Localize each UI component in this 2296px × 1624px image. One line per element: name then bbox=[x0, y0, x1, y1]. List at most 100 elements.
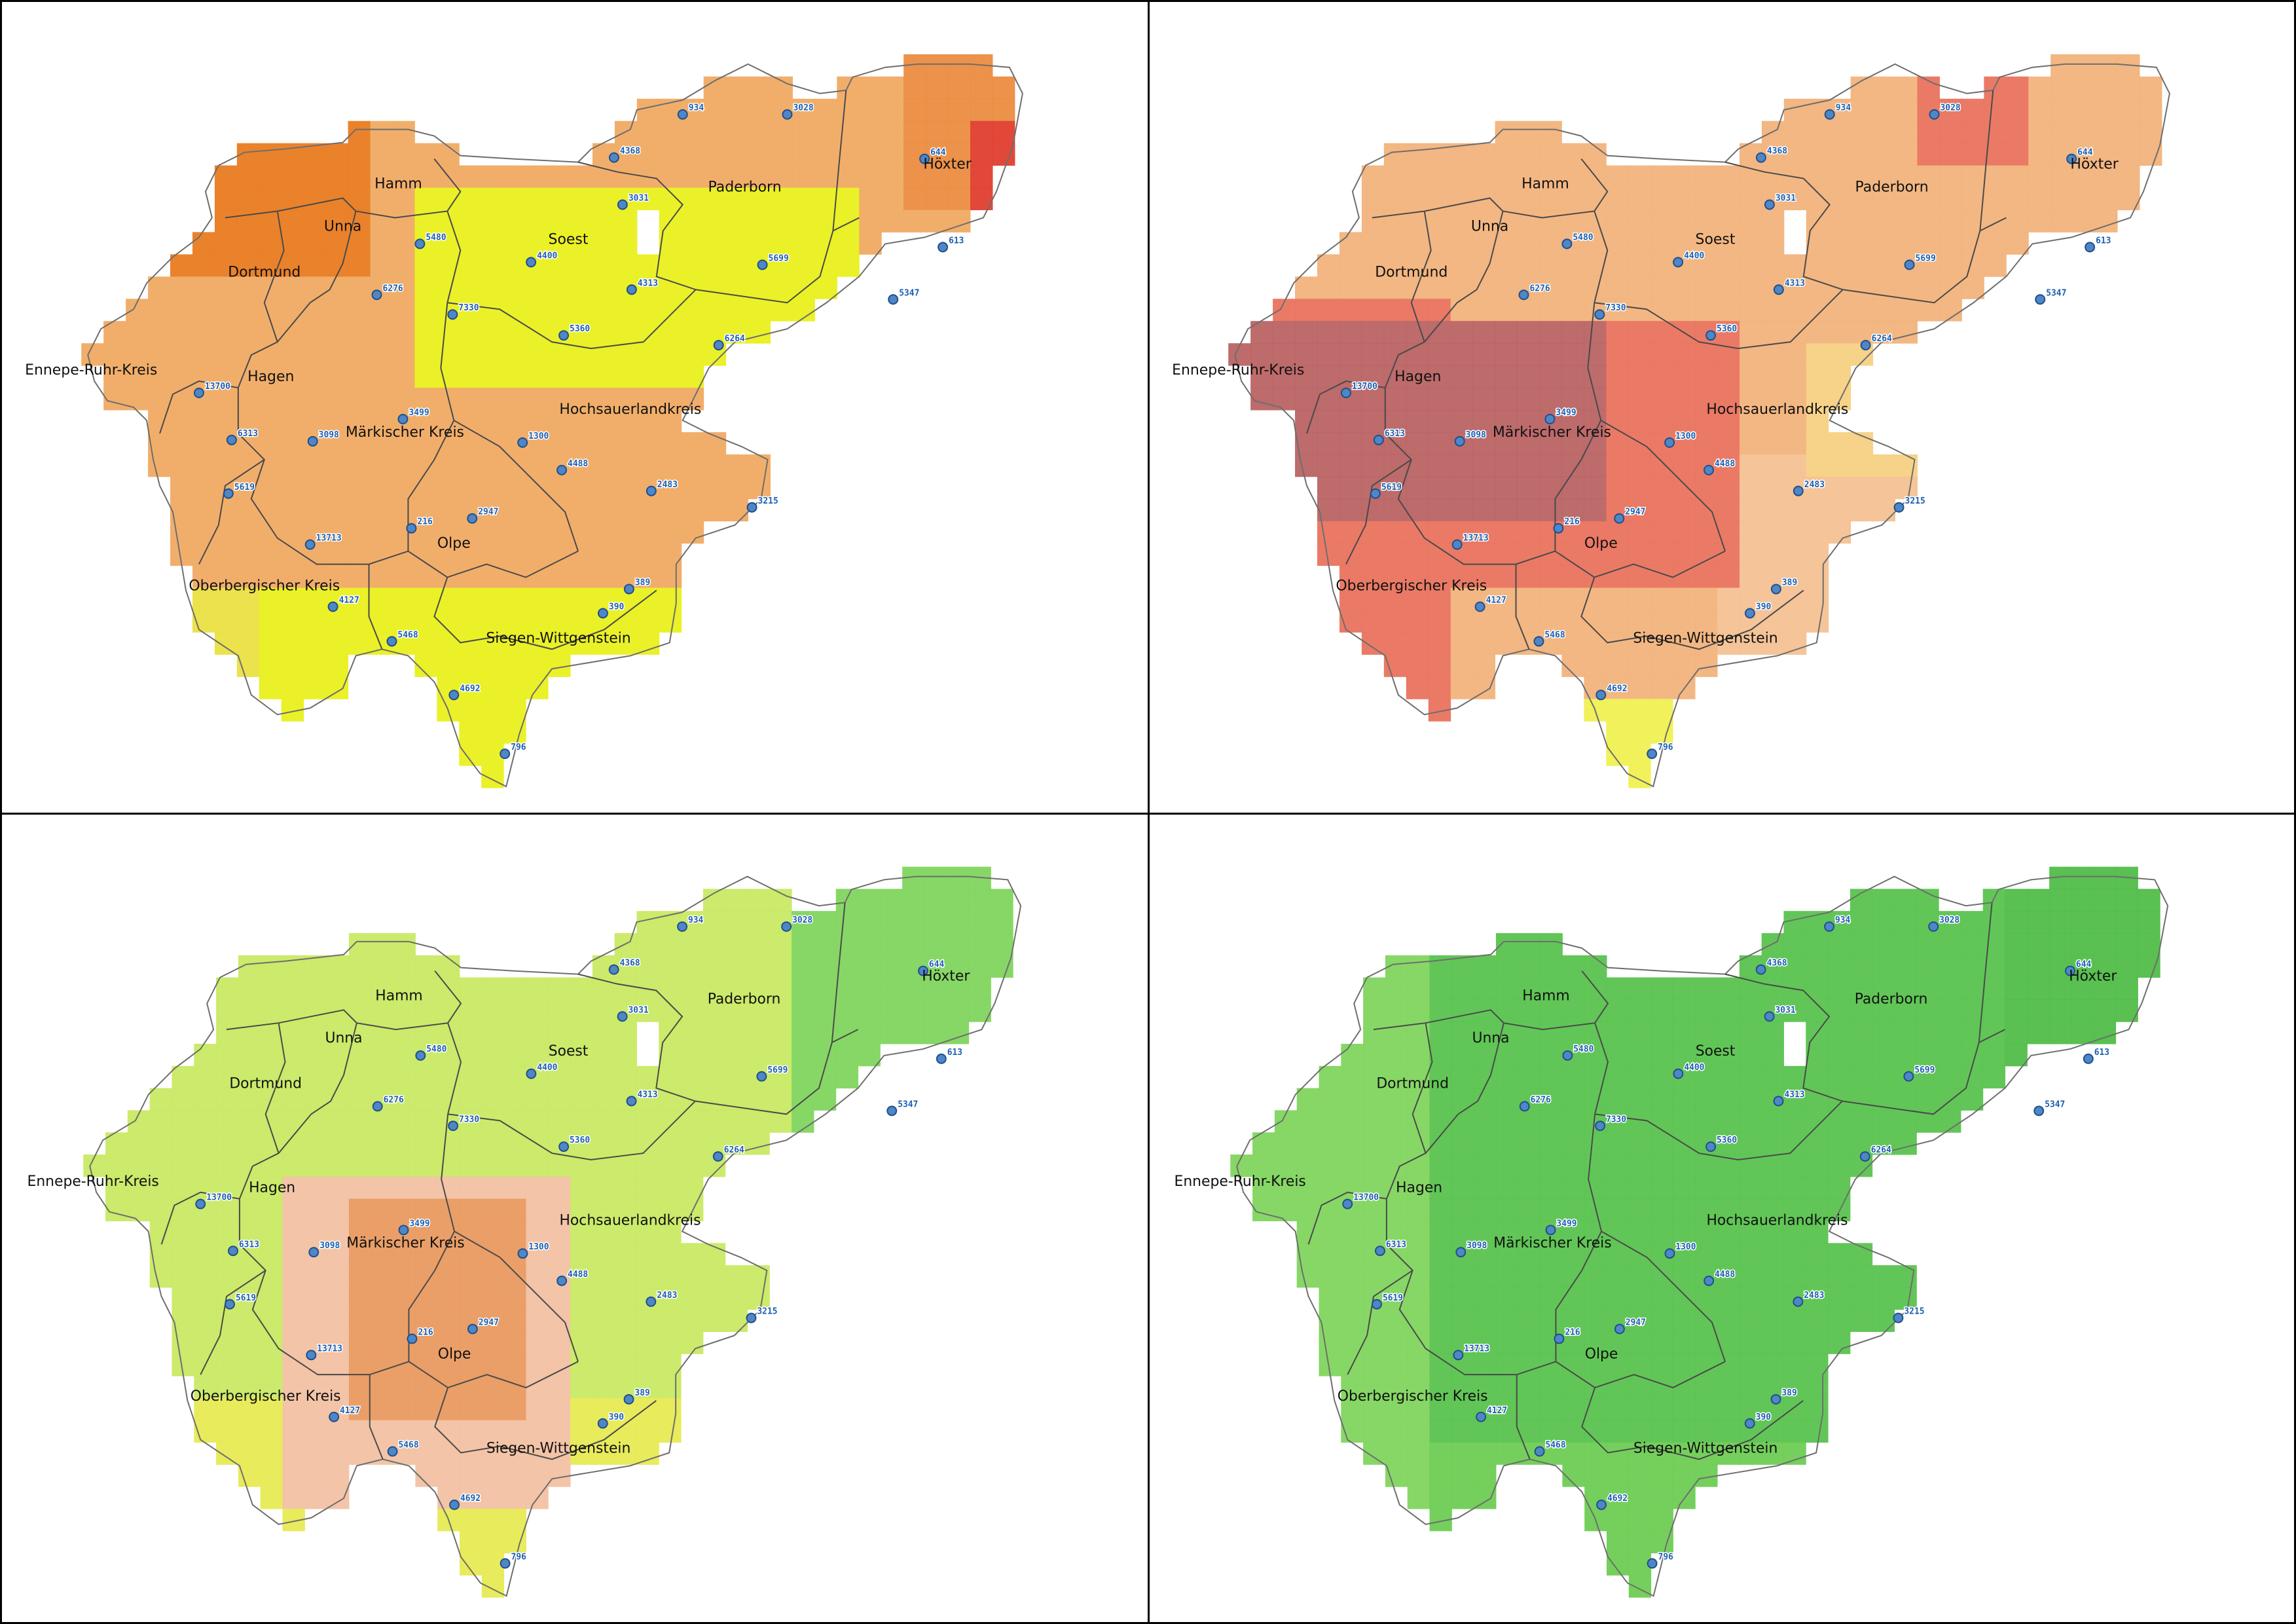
station-marker[interactable] bbox=[938, 242, 949, 253]
station-marker[interactable] bbox=[712, 1151, 723, 1162]
station-marker[interactable] bbox=[1704, 464, 1715, 475]
station-marker[interactable] bbox=[1455, 1247, 1467, 1258]
station-marker[interactable] bbox=[195, 1198, 206, 1209]
station-marker[interactable] bbox=[406, 523, 417, 534]
station-marker[interactable] bbox=[2083, 1053, 2094, 1064]
station-marker[interactable] bbox=[1705, 330, 1717, 341]
station-marker[interactable] bbox=[1595, 690, 1607, 701]
station-marker[interactable] bbox=[1773, 284, 1784, 295]
station-marker[interactable] bbox=[517, 437, 528, 448]
station-marker[interactable] bbox=[1664, 1248, 1675, 1259]
station-marker[interactable] bbox=[1476, 1411, 1487, 1422]
station-marker[interactable] bbox=[414, 238, 426, 249]
station-marker[interactable] bbox=[397, 413, 409, 424]
station-marker[interactable] bbox=[1554, 1333, 1565, 1344]
station-marker[interactable] bbox=[1704, 1276, 1715, 1286]
station-marker[interactable] bbox=[677, 921, 688, 932]
station-marker[interactable] bbox=[1375, 1246, 1385, 1257]
station-marker[interactable] bbox=[1664, 437, 1675, 448]
station-marker[interactable] bbox=[757, 259, 768, 270]
station-marker[interactable] bbox=[782, 109, 793, 120]
station-marker[interactable] bbox=[1929, 109, 1940, 120]
station-marker[interactable] bbox=[558, 1141, 570, 1153]
station-marker[interactable] bbox=[1824, 921, 1835, 932]
station-marker[interactable] bbox=[372, 1101, 383, 1112]
station-marker[interactable] bbox=[1372, 1299, 1382, 1310]
station-marker[interactable] bbox=[407, 1333, 418, 1344]
station-marker[interactable] bbox=[1647, 748, 1658, 760]
station-marker[interactable] bbox=[608, 964, 619, 975]
station-marker[interactable] bbox=[2065, 965, 2075, 976]
station-marker[interactable] bbox=[1904, 259, 1915, 270]
station-marker[interactable] bbox=[713, 340, 724, 351]
station-marker[interactable] bbox=[447, 309, 458, 320]
station-marker[interactable] bbox=[1824, 109, 1835, 120]
station-marker[interactable] bbox=[1454, 435, 1465, 447]
station-marker[interactable] bbox=[1793, 485, 1804, 496]
station-marker[interactable] bbox=[327, 601, 338, 612]
station-marker[interactable] bbox=[1453, 1350, 1464, 1361]
station-marker[interactable] bbox=[2033, 1105, 2045, 1116]
station-marker[interactable] bbox=[608, 152, 619, 163]
station-marker[interactable] bbox=[918, 965, 928, 976]
station-marker[interactable] bbox=[617, 1011, 628, 1022]
station-marker[interactable] bbox=[626, 284, 637, 295]
station-marker[interactable] bbox=[371, 289, 382, 301]
station-marker[interactable] bbox=[597, 608, 608, 619]
station-marker[interactable] bbox=[1860, 340, 1871, 351]
station-marker[interactable] bbox=[1755, 152, 1766, 163]
station-marker[interactable] bbox=[1534, 1446, 1545, 1457]
station-marker[interactable] bbox=[888, 294, 899, 305]
station-marker[interactable] bbox=[1744, 1418, 1755, 1429]
station-marker[interactable] bbox=[517, 1248, 528, 1259]
station-marker[interactable] bbox=[306, 1350, 317, 1361]
station-marker[interactable] bbox=[193, 388, 204, 399]
station-marker[interactable] bbox=[746, 1312, 757, 1323]
station-marker[interactable] bbox=[1893, 502, 1904, 513]
station-marker[interactable] bbox=[1373, 434, 1384, 445]
station-marker[interactable] bbox=[1859, 1151, 1870, 1162]
station-marker[interactable] bbox=[1764, 1011, 1775, 1022]
station-marker[interactable] bbox=[1614, 513, 1625, 524]
station-marker[interactable] bbox=[1893, 1312, 1904, 1323]
station-marker[interactable] bbox=[1451, 539, 1463, 550]
station-marker[interactable] bbox=[415, 1050, 426, 1061]
station-marker[interactable] bbox=[623, 583, 634, 595]
station-marker[interactable] bbox=[448, 690, 460, 701]
station-marker[interactable] bbox=[623, 1393, 634, 1405]
station-marker[interactable] bbox=[1673, 1068, 1684, 1079]
station-marker[interactable] bbox=[1561, 238, 1573, 249]
station-marker[interactable] bbox=[2035, 294, 2046, 305]
station-marker[interactable] bbox=[304, 539, 316, 550]
station-marker[interactable] bbox=[886, 1105, 898, 1116]
station-marker[interactable] bbox=[677, 109, 688, 120]
station-marker[interactable] bbox=[1553, 523, 1564, 534]
station-marker[interactable] bbox=[1770, 583, 1781, 595]
station-marker[interactable] bbox=[1562, 1050, 1573, 1061]
station-marker[interactable] bbox=[223, 488, 234, 499]
station-marker[interactable] bbox=[467, 1323, 478, 1335]
station-marker[interactable] bbox=[1545, 1225, 1556, 1236]
station-marker[interactable] bbox=[1533, 636, 1544, 647]
station-marker[interactable] bbox=[2085, 242, 2096, 253]
station-marker[interactable] bbox=[646, 485, 657, 496]
station-marker[interactable] bbox=[386, 636, 397, 647]
station-marker[interactable] bbox=[500, 748, 511, 760]
station-marker[interactable] bbox=[448, 1120, 459, 1132]
station-marker[interactable] bbox=[1340, 388, 1351, 399]
station-marker[interactable] bbox=[467, 513, 478, 524]
station-marker[interactable] bbox=[556, 464, 568, 475]
station-marker[interactable] bbox=[1370, 488, 1381, 499]
station-marker[interactable] bbox=[756, 1071, 767, 1082]
station-marker[interactable] bbox=[746, 502, 757, 513]
station-marker[interactable] bbox=[1342, 1198, 1353, 1209]
station-marker[interactable] bbox=[646, 1296, 657, 1307]
station-marker[interactable] bbox=[1770, 1393, 1781, 1405]
station-marker[interactable] bbox=[526, 1068, 537, 1079]
station-marker[interactable] bbox=[1544, 413, 1556, 424]
station-marker[interactable] bbox=[1793, 1296, 1804, 1307]
station-marker[interactable] bbox=[1594, 309, 1605, 320]
station-marker[interactable] bbox=[1595, 1120, 1606, 1132]
station-marker[interactable] bbox=[308, 1247, 319, 1258]
station-marker[interactable] bbox=[626, 1096, 637, 1107]
